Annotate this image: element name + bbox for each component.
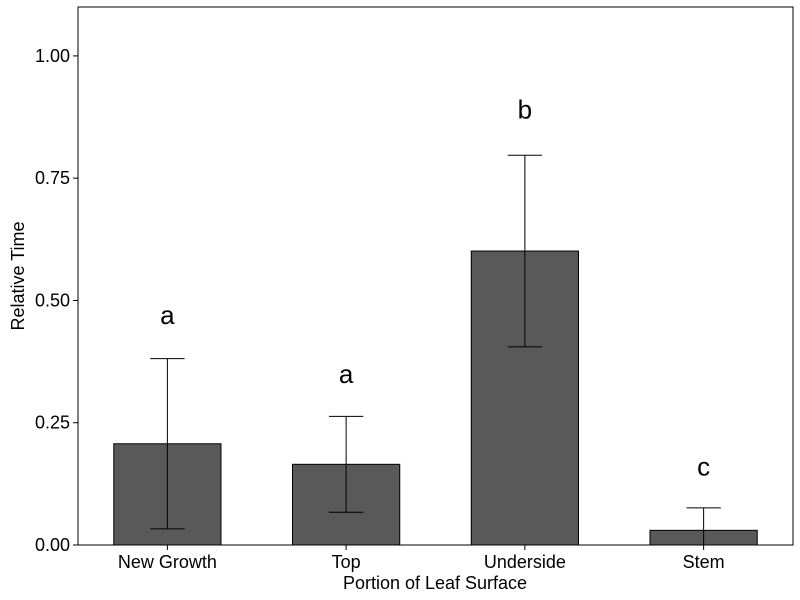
significance-label: a [160, 300, 175, 330]
y-tick-label: 1.00 [35, 46, 70, 66]
y-tick-label: 0.00 [35, 535, 70, 555]
error-bars [150, 154, 721, 545]
x-axis-ticks: New Growth Top Underside Stem [118, 545, 725, 572]
x-tick-label: Underside [484, 552, 566, 572]
y-axis-title: Relative Time [8, 221, 28, 330]
x-tick-label: Top [332, 552, 361, 572]
significance-labels: a a b c [160, 95, 710, 482]
x-axis-title: Portion of Leaf Surface [343, 573, 527, 593]
significance-label: c [697, 452, 710, 482]
y-tick-label: 0.50 [35, 290, 70, 310]
y-tick-label: 0.75 [35, 168, 70, 188]
plot-panel-border [77, 6, 794, 546]
x-tick-label: Stem [683, 552, 725, 572]
significance-label: b [518, 95, 532, 125]
y-tick-label: 0.25 [35, 413, 70, 433]
significance-label: a [339, 359, 354, 389]
y-axis-ticks: 0.00 0.25 0.50 0.75 1.00 [35, 46, 78, 555]
x-tick-label: New Growth [118, 552, 217, 572]
bars [113, 250, 758, 546]
